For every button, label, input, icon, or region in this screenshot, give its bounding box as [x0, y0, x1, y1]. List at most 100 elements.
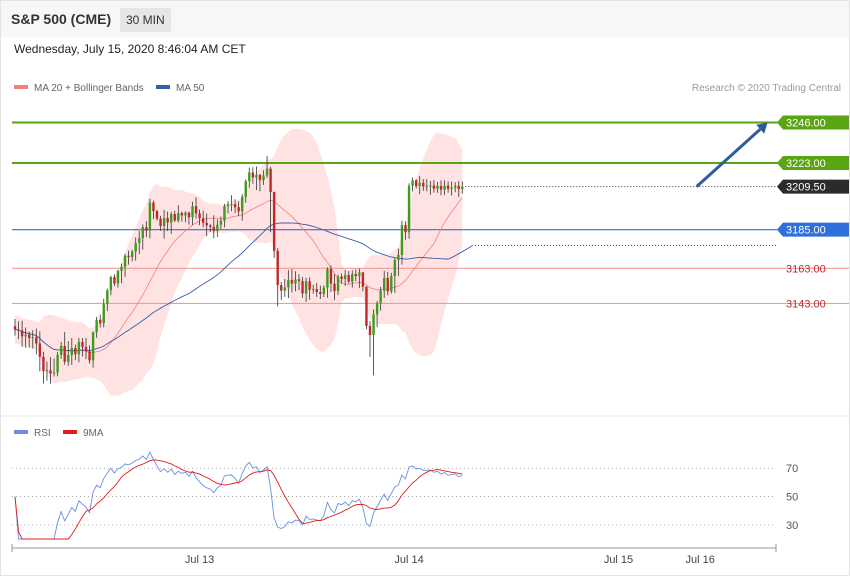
- candle-body: [347, 274, 350, 282]
- candle-body: [88, 351, 91, 361]
- candle-body: [322, 287, 326, 294]
- level-tag-bg: [777, 155, 849, 170]
- candle-body: [290, 280, 294, 284]
- level-label: 3163.00: [786, 263, 826, 275]
- candle-body: [84, 346, 88, 352]
- candle-body: [159, 218, 162, 226]
- candle-body: [130, 251, 134, 258]
- legend-ma20-swatch: [14, 85, 28, 89]
- candle-body: [280, 284, 283, 291]
- legend-rsi-label: RSI: [34, 428, 51, 439]
- candle-body: [248, 172, 251, 182]
- legend-ma50-swatch: [156, 85, 170, 89]
- candle-body: [329, 269, 333, 284]
- candle-body: [106, 290, 109, 305]
- level-tag-bg: [777, 115, 849, 130]
- time-axis: Jul 13 Jul 14 Jul 15 Jul 16: [11, 544, 777, 566]
- rsi-legend: RSI 9MA: [14, 428, 104, 439]
- candle-body: [457, 185, 460, 189]
- candle-body: [315, 289, 318, 293]
- candle-body: [198, 213, 201, 219]
- legend-9ma-label: 9MA: [83, 428, 104, 439]
- candle-body: [294, 279, 297, 284]
- projection-arrow: [695, 122, 768, 188]
- candle-body: [219, 220, 223, 225]
- candle-body: [436, 185, 439, 189]
- candle-body: [393, 260, 397, 277]
- candle-body: [397, 254, 400, 261]
- legend-rsi-swatch: [14, 430, 28, 434]
- candle-body: [372, 314, 375, 336]
- candle-body: [134, 243, 137, 252]
- candle-body: [454, 185, 457, 188]
- candle-body: [407, 185, 411, 233]
- candle-body: [148, 202, 152, 231]
- candle-body: [67, 355, 70, 362]
- candle-body: [255, 174, 258, 178]
- price-legend: MA 20 + Bollinger Bands MA 50 Research ©…: [14, 83, 841, 94]
- candle-body: [226, 204, 230, 207]
- candle-body: [411, 180, 414, 186]
- level-label: 3143.00: [786, 298, 826, 310]
- candle-body: [244, 181, 247, 197]
- time-tick-label: Jul 16: [685, 554, 714, 566]
- time-tick-label: Jul 13: [185, 554, 214, 566]
- candle-body: [123, 255, 127, 267]
- time-tick-label: Jul 14: [394, 554, 423, 566]
- candle-body: [116, 270, 120, 284]
- candle-body: [201, 218, 205, 223]
- candle-body: [414, 180, 418, 187]
- candle-body: [99, 319, 102, 324]
- candle-body: [233, 204, 237, 208]
- candle-body: [301, 281, 304, 294]
- candle-body: [343, 274, 347, 280]
- candle-body: [102, 304, 105, 324]
- candle-body: [81, 341, 84, 347]
- candle-body: [56, 354, 59, 373]
- candle-body: [173, 214, 176, 221]
- candle-body: [383, 277, 386, 291]
- candlesticks: [13, 155, 464, 384]
- candle-body: [95, 319, 98, 333]
- candle-body: [422, 182, 425, 187]
- candle-body: [152, 202, 155, 212]
- candle-body: [354, 274, 357, 277]
- candle-body: [77, 341, 81, 355]
- candle-body: [443, 185, 446, 190]
- candle-body: [38, 343, 42, 357]
- candle-body: [319, 292, 322, 294]
- rsi-tick-label: 30: [786, 520, 798, 532]
- candle-body: [141, 227, 144, 239]
- level-label: 3209.50: [786, 182, 826, 194]
- candle-body: [180, 212, 184, 216]
- candle-body: [258, 174, 262, 181]
- candle-body: [113, 277, 116, 284]
- level-label: 3185.00: [786, 225, 826, 237]
- candle-body: [400, 225, 404, 255]
- candle-body: [432, 185, 436, 189]
- candle-body: [177, 212, 180, 221]
- candle-body: [308, 281, 311, 290]
- candle-body: [265, 168, 269, 176]
- legend-9ma-swatch: [63, 430, 77, 434]
- level-labels: 3246.00 3223.00 3209.50 3185.00 3163.00 3143.…: [777, 115, 849, 310]
- candle-body: [358, 272, 361, 277]
- candle-body: [340, 276, 343, 280]
- candle-body: [28, 334, 31, 339]
- level-tag-bg: [777, 222, 849, 237]
- candle-body: [42, 356, 45, 372]
- rsi-tick-label: 50: [786, 492, 798, 504]
- level-label: 3246.00: [786, 118, 826, 130]
- candle-body: [155, 211, 159, 219]
- candle-body: [251, 172, 255, 178]
- candle-body: [20, 330, 24, 337]
- candle-body: [59, 345, 63, 355]
- legend-ma50-label: MA 50: [176, 83, 205, 94]
- candle-body: [127, 255, 130, 258]
- level-tag-bg: [777, 179, 849, 194]
- candle-body: [13, 326, 17, 330]
- candle-body: [209, 225, 212, 227]
- timeframe-badge[interactable]: 30 MIN: [120, 8, 171, 32]
